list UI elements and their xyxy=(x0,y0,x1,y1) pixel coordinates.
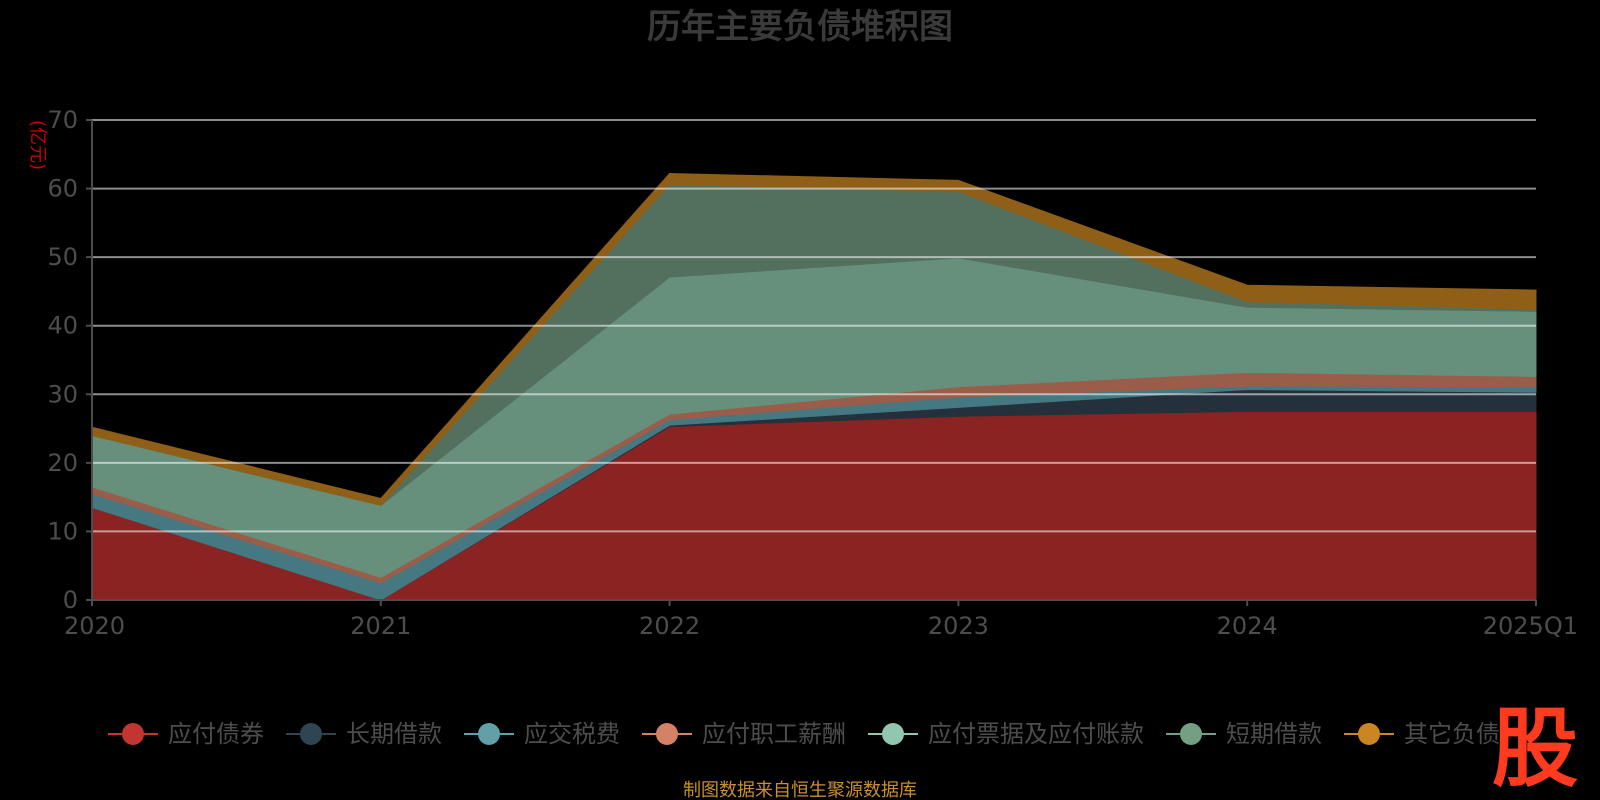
legend-marker xyxy=(300,723,322,745)
x-tick-label: 2024 xyxy=(1217,612,1278,640)
legend-label: 其它负债 xyxy=(1404,720,1500,748)
y-axis-unit: (亿元) xyxy=(27,120,48,170)
legend-marker xyxy=(1180,723,1202,745)
y-tick-labels: 0 10 20 30 40 50 60 70 xyxy=(47,106,78,614)
legend-marker xyxy=(882,723,904,745)
x-tick-label: 2023 xyxy=(928,612,989,640)
legend-label: 应付票据及应付账款 xyxy=(928,720,1144,748)
data-source-note: 制图数据来自恒生聚源数据库 xyxy=(683,780,917,800)
legend-label: 应付债券 xyxy=(168,720,264,748)
y-tick-label: 70 xyxy=(47,106,78,134)
area-layers xyxy=(91,172,1537,601)
x-tick-label: 2022 xyxy=(639,612,700,640)
legend-marker xyxy=(656,723,678,745)
y-tick-label: 60 xyxy=(47,175,78,203)
chart-title: 历年主要负债堆积图 xyxy=(647,7,953,47)
y-tick-label: 40 xyxy=(47,312,78,340)
axes xyxy=(91,120,1537,606)
legend-marker xyxy=(478,723,500,745)
legend-label: 应交税费 xyxy=(524,720,620,748)
x-tick-label: 2020 xyxy=(64,612,125,640)
legend-item-6[interactable]: 其它负债 xyxy=(1344,720,1500,748)
x-tick-label: 2021 xyxy=(350,612,411,640)
y-tick-label: 0 xyxy=(63,586,78,614)
legend-item-4[interactable]: 应付票据及应付账款 xyxy=(868,720,1144,748)
y-tick-label: 10 xyxy=(47,517,78,545)
y-tick-label: 30 xyxy=(47,380,78,408)
legend: 应付债券 长期借款 应交税费 应付职工薪酬 应付票据及应付账款 短期借款 其它负债 xyxy=(108,720,1500,748)
legend-item-2[interactable]: 应交税费 xyxy=(464,720,620,748)
y-tick-label: 50 xyxy=(47,243,78,271)
legend-item-5[interactable]: 短期借款 xyxy=(1166,720,1322,748)
legend-item-3[interactable]: 应付职工薪酬 xyxy=(642,720,846,748)
y-tick-label: 20 xyxy=(47,449,78,477)
legend-label: 短期借款 xyxy=(1226,720,1322,748)
legend-item-1[interactable]: 长期借款 xyxy=(286,720,442,748)
legend-item-0[interactable]: 应付债券 xyxy=(108,720,264,748)
legend-label: 应付职工薪酬 xyxy=(702,720,846,748)
legend-label: 长期借款 xyxy=(346,720,442,748)
x-tick-labels: 2020 2021 2022 2023 2024 2025Q1 xyxy=(64,612,1578,640)
area-series-6 xyxy=(91,172,1537,506)
legend-marker xyxy=(1358,723,1380,745)
brand-logo: 股 xyxy=(1492,699,1578,799)
legend-marker xyxy=(122,723,144,745)
x-tick-label: 2025Q1 xyxy=(1483,612,1578,640)
